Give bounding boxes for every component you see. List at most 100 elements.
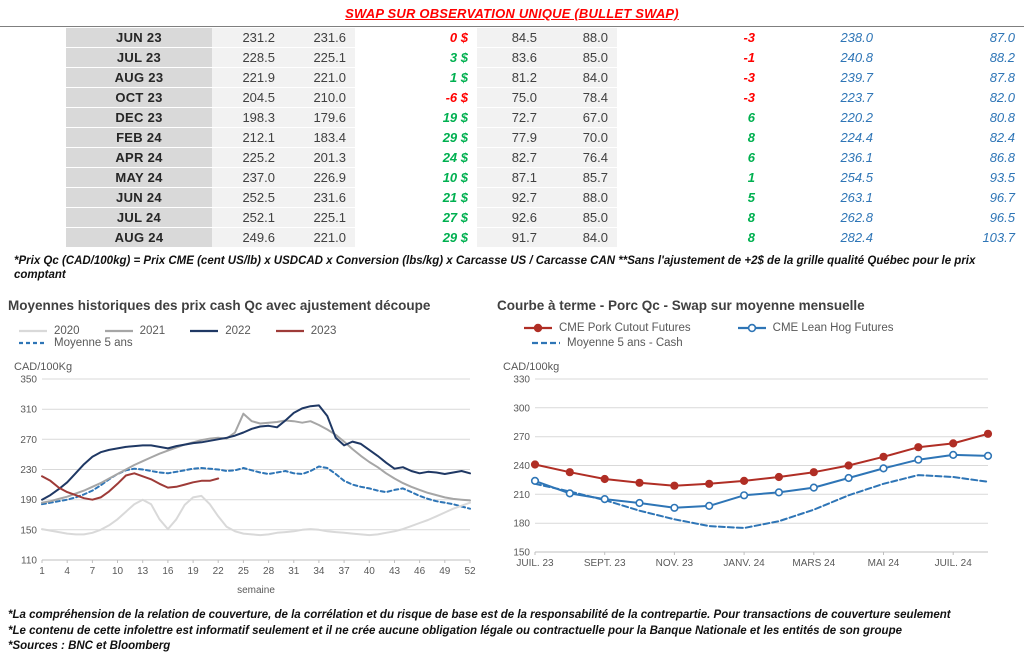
us-diff-cell: 8 [617, 208, 764, 228]
svg-text:40: 40 [364, 566, 376, 577]
us-swap-cell: 76.4 [546, 148, 617, 168]
qc-swap-cell: 231.6 [284, 188, 355, 208]
month-cell: JUN 24 [66, 188, 212, 208]
qc-diff-cell: 0 $ [355, 28, 477, 48]
table-row: JUN 24 252.5 231.6 21 $92.7 88.0 5 263.1 96.7 [0, 188, 1024, 208]
qc-swap-cell: 221.0 [284, 228, 355, 248]
us-price-cell: 87.1 [477, 168, 546, 188]
svg-text:JUIL. 23: JUIL. 23 [516, 558, 554, 569]
forward-cad-cell: 236.1 [764, 148, 882, 168]
us-diff-cell: 6 [617, 108, 764, 128]
us-swap-cell: 85.0 [546, 208, 617, 228]
historical-y-unit: CAD/100Kg [14, 361, 73, 373]
qc-price-cell: 204.5 [212, 88, 284, 108]
month-cell: APR 24 [66, 148, 212, 168]
forward-plot: 150 180 210 240 270 300 330 JUIL. 23 SEPT. 23 NOV… [513, 375, 993, 569]
row-spacer [0, 208, 66, 228]
table-row: JUN 23 231.2 231.6 0 $84.5 88.0 -3 238.0 87.0 [0, 28, 1024, 48]
table-footnote: *Prix Qc (CAD/100kg) = Prix CME (cent US… [14, 255, 976, 281]
us-swap-cell: 88.0 [546, 188, 617, 208]
forward-usd-cell: 96.5 [882, 208, 1024, 228]
legend-label: 2022 [225, 325, 251, 337]
us-diff-cell: 8 [617, 128, 764, 148]
month-cell: OCT 23 [66, 88, 212, 108]
qc-swap-cell: 183.4 [284, 128, 355, 148]
qc-swap-cell: 231.6 [284, 28, 355, 48]
svg-text:52: 52 [464, 566, 476, 577]
svg-text:25: 25 [238, 566, 250, 577]
table-row: MAY 24 237.0 226.9 10 $87.1 85.7 1 254.5 93.5 [0, 168, 1024, 188]
svg-text:350: 350 [20, 375, 37, 386]
us-price-cell: 92.7 [477, 188, 546, 208]
us-swap-cell: 84.0 [546, 228, 617, 248]
us-price-cell: 91.7 [477, 228, 546, 248]
legend-label: CME Pork Cutout Futures [559, 322, 691, 334]
us-diff-cell: -3 [617, 68, 764, 88]
bottom-footnotes: *La compréhension de la relation de couv… [0, 608, 1024, 655]
us-price-cell: 84.5 [477, 28, 546, 48]
historical-legend: 2020 2021 2022 2023 Moyenne 5 ans [18, 325, 497, 349]
legend-label: 2023 [310, 325, 337, 337]
row-spacer [0, 128, 66, 148]
qc-price-cell: 252.1 [212, 208, 284, 228]
row-spacer [0, 88, 66, 108]
table-row: DEC 23 198.3 179.6 19 $72.7 67.0 6 220.2 80.8 [0, 108, 1024, 128]
forward-usd-cell: 87.0 [882, 28, 1024, 48]
forward-usd-cell: 87.8 [882, 68, 1024, 88]
legend-item: 2020 [18, 325, 80, 337]
table-row: OCT 23 204.5 210.0 -6 $75.0 78.4 -3 223.7 82.0 [0, 88, 1024, 108]
svg-text:150: 150 [513, 548, 530, 559]
legend-line-swatch-icon [19, 329, 47, 333]
legend-line-swatch-icon [524, 323, 552, 333]
legend-line-swatch-icon [532, 341, 560, 345]
forward-cad-cell: 282.4 [764, 228, 882, 248]
svg-text:270: 270 [20, 435, 37, 446]
qc-diff-cell: 27 $ [355, 208, 477, 228]
svg-text:19: 19 [188, 566, 200, 577]
svg-text:4: 4 [64, 566, 70, 577]
qc-swap-cell: 179.6 [284, 108, 355, 128]
qc-price-cell: 228.5 [212, 48, 284, 68]
forward-cad-cell: 224.4 [764, 128, 882, 148]
legend-item: 2023 [275, 325, 337, 337]
footnote-line: *Sources : BNC et Bloomberg [8, 640, 171, 652]
qc-diff-cell: 29 $ [355, 128, 477, 148]
svg-text:270: 270 [513, 432, 530, 443]
qc-price-cell: 249.6 [212, 228, 284, 248]
qc-swap-cell: 226.9 [284, 168, 355, 188]
svg-text:43: 43 [389, 566, 401, 577]
forward-usd-cell: 103.7 [882, 228, 1024, 248]
legend-label: 2021 [139, 325, 166, 337]
svg-text:240: 240 [513, 461, 530, 472]
forward-usd-cell: 82.4 [882, 128, 1024, 148]
historical-plot: 110 150 190 230 270 310 350 1 4 7 10 13 16 19 22 25 28 31… [20, 375, 476, 597]
qc-diff-cell: 3 $ [355, 48, 477, 68]
qc-swap-cell: 221.0 [284, 68, 355, 88]
us-swap-cell: 67.0 [546, 108, 617, 128]
us-diff-cell: 6 [617, 148, 764, 168]
qc-diff-cell: 1 $ [355, 68, 477, 88]
forward-y-unit: CAD/100kg [503, 361, 560, 373]
svg-text:SEPT. 23: SEPT. 23 [584, 558, 626, 569]
svg-text:46: 46 [414, 566, 426, 577]
forward-cad-cell: 254.5 [764, 168, 882, 188]
legend-label: Moyenne 5 ans [54, 337, 133, 349]
forward-cad-cell: 239.7 [764, 68, 882, 88]
svg-text:150: 150 [20, 525, 37, 536]
qc-price-cell: 198.3 [212, 108, 284, 128]
historical-chart-title: Moyennes historiques des prix cash Qc av… [8, 298, 431, 313]
legend-line-swatch-icon [190, 329, 219, 333]
us-swap-cell: 85.0 [546, 48, 617, 68]
month-cell: JUL 24 [66, 208, 212, 228]
us-diff-cell: 1 [617, 168, 764, 188]
legend-label: CME Lean Hog Futures [772, 322, 894, 334]
legend-line-swatch-icon [104, 329, 133, 333]
month-cell: FEB 24 [66, 128, 212, 148]
forward-usd-cell: 86.8 [882, 148, 1024, 168]
table-row: JUL 24 252.1 225.1 27 $92.6 85.0 8 262.8 96.5 [0, 208, 1024, 228]
forward-usd-cell: 82.0 [882, 88, 1024, 108]
month-cell: AUG 23 [66, 68, 212, 88]
svg-text:180: 180 [513, 519, 530, 530]
qc-price-cell: 237.0 [212, 168, 284, 188]
us-swap-cell: 84.0 [546, 68, 617, 88]
